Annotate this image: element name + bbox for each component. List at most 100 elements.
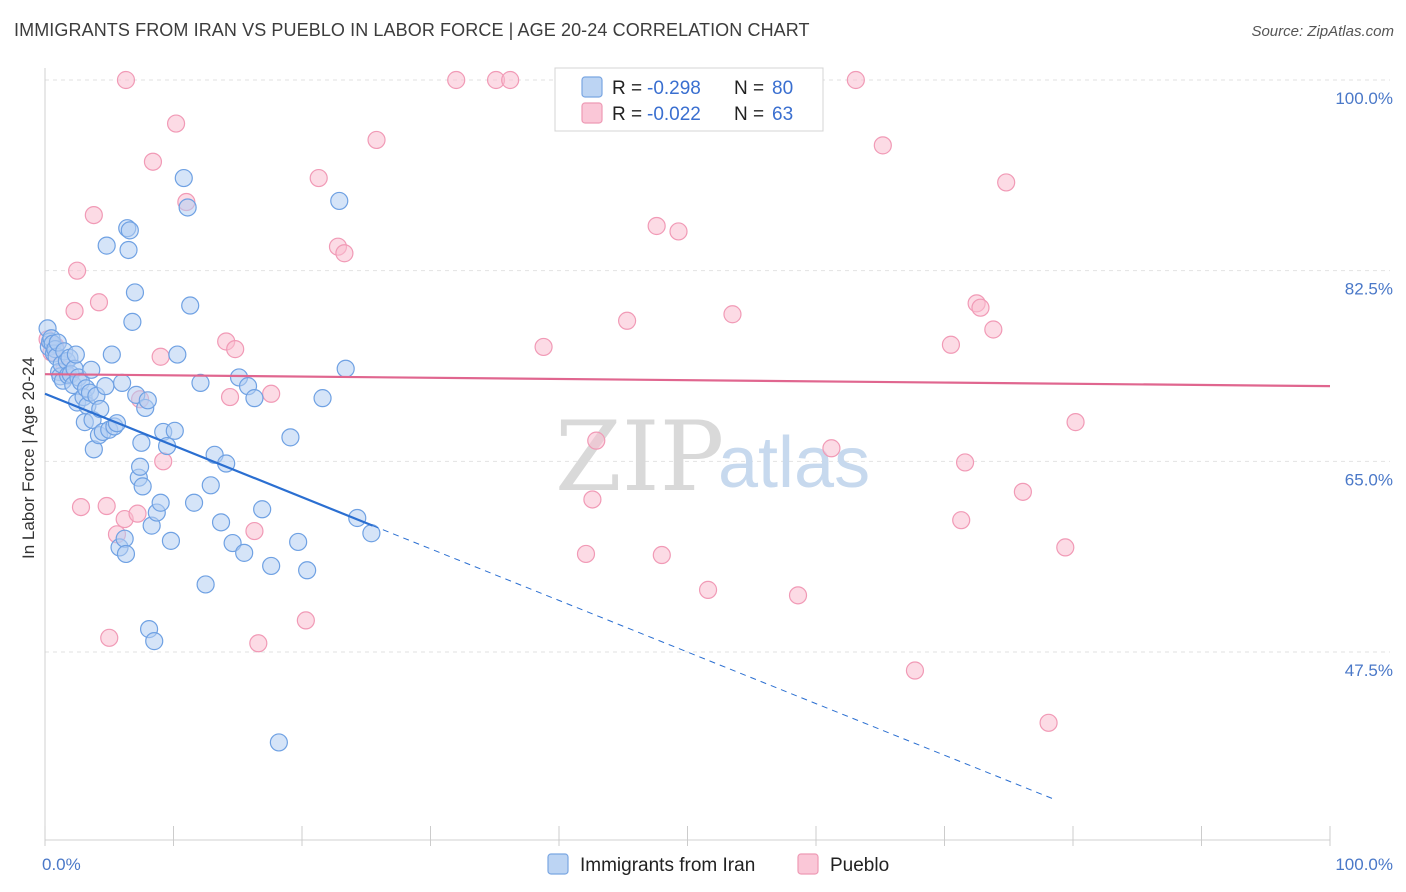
iran-point — [223, 533, 242, 553]
pueblo-point — [151, 347, 170, 366]
pueblo-point — [84, 206, 103, 225]
iran-point — [253, 500, 272, 519]
chart-title: IMMIGRANTS FROM IRAN VS PUEBLO IN LABOR … — [14, 20, 810, 40]
series-label-iran: Immigrants from Iran — [580, 855, 755, 876]
pueblo-point — [905, 661, 925, 680]
iran-trend-extension — [372, 525, 1054, 800]
pueblo-point — [154, 452, 173, 471]
x-tick-labels: 0.0% 100.0% — [42, 855, 1393, 874]
iran-point — [269, 733, 288, 752]
pueblo-point — [220, 387, 240, 407]
pueblo-point — [952, 511, 971, 530]
iran-point — [174, 168, 193, 188]
pueblo-point — [309, 168, 328, 188]
pueblo-point — [971, 298, 990, 317]
iran-point — [235, 543, 254, 562]
y-tick-label: 65.0% — [1345, 470, 1393, 489]
legend-r-value: -0.298 — [647, 78, 701, 99]
pueblo-point — [534, 337, 553, 357]
iran-point — [132, 433, 151, 452]
iran-point — [262, 556, 281, 576]
iran-point — [181, 296, 200, 315]
pueblo-point — [941, 335, 961, 354]
pueblo-point — [166, 114, 186, 133]
pueblo-point — [68, 261, 87, 280]
pueblo-point — [1039, 713, 1058, 732]
pueblo-point — [647, 216, 666, 236]
legend-n-value: 80 — [772, 78, 793, 99]
trend-lines — [44, 373, 1331, 800]
iran-point — [116, 544, 136, 564]
pueblo-point — [618, 311, 637, 330]
series-legend: Immigrants from Iran Pueblo — [547, 853, 889, 876]
pueblo-point — [71, 497, 91, 517]
iran-point — [112, 373, 132, 392]
legend-swatch-pueblo — [581, 102, 603, 124]
x-tick-label: 100.0% — [1335, 855, 1393, 874]
legend-n-label: N = — [734, 78, 764, 99]
pueblo-point — [997, 173, 1016, 192]
iran-point — [168, 345, 187, 364]
legend-n-label: N = — [734, 104, 764, 125]
iran-point — [336, 359, 355, 378]
pueblo-point — [128, 504, 147, 523]
legend-swatch-iran — [581, 76, 603, 98]
iran-point — [281, 428, 300, 447]
legend-r-label: R = — [612, 78, 642, 99]
watermark-atlas: atlas — [718, 423, 870, 503]
pueblo-point — [822, 439, 841, 458]
iran-point — [123, 312, 142, 331]
legend-r-label: R = — [612, 104, 642, 125]
pueblo-point — [583, 490, 602, 509]
y-tick-label: 47.5% — [1345, 661, 1393, 680]
iran-point — [245, 389, 264, 408]
pueblo-point — [723, 305, 742, 324]
iran-point — [313, 389, 332, 408]
y-tick-labels: 47.5% 65.0% 82.5% 100.0% — [1335, 89, 1393, 680]
pueblo-point — [116, 70, 136, 90]
iran-point — [115, 529, 134, 548]
iran-point — [178, 198, 197, 217]
y-tick-label: 82.5% — [1345, 280, 1393, 299]
iran-point — [161, 531, 181, 550]
iran-point — [211, 513, 231, 532]
iran-point — [165, 421, 184, 440]
iran-point — [298, 561, 317, 580]
y-axis-label: In Labor Force | Age 20-24 — [19, 357, 38, 559]
pueblo-point — [788, 586, 808, 605]
pueblo-point — [335, 244, 354, 263]
pueblo-point — [652, 545, 671, 565]
pueblo-point — [873, 136, 892, 155]
iran-point — [151, 493, 170, 512]
pueblo-trend-line — [44, 373, 1331, 388]
iran-point — [191, 373, 210, 392]
pueblo-point — [100, 628, 119, 647]
pueblo-point — [296, 611, 315, 630]
legend-box: R = -0.298 N = 80 R = -0.022 N = 63 — [554, 67, 824, 132]
iran-point — [102, 345, 121, 364]
pueblo-point — [65, 301, 84, 321]
scatter-points — [38, 70, 1085, 752]
source-label: Source: ZipAtlas.com — [1251, 23, 1394, 40]
iran-point — [201, 476, 220, 495]
pueblo-point — [587, 431, 606, 450]
pueblo-point — [984, 320, 1003, 339]
iran-point — [130, 457, 150, 476]
pueblo-point — [89, 293, 109, 312]
legend-n-value: 63 — [772, 104, 793, 125]
iran-point — [120, 221, 139, 240]
watermark-zip: ZIP — [555, 401, 724, 513]
iran-point — [125, 283, 145, 302]
iran-point — [133, 477, 152, 496]
grid-lines — [45, 79, 1390, 653]
pueblo-point — [447, 70, 466, 90]
iran-trend-line — [44, 392, 374, 527]
pueblo-point — [576, 544, 596, 564]
series-swatch-pueblo — [797, 853, 819, 875]
pueblo-point — [249, 634, 268, 653]
pueblo-point — [97, 496, 116, 516]
pueblo-point — [1056, 538, 1075, 557]
pueblo-point — [245, 521, 264, 541]
series-swatch-iran — [547, 853, 569, 875]
pueblo-point — [1013, 482, 1032, 501]
